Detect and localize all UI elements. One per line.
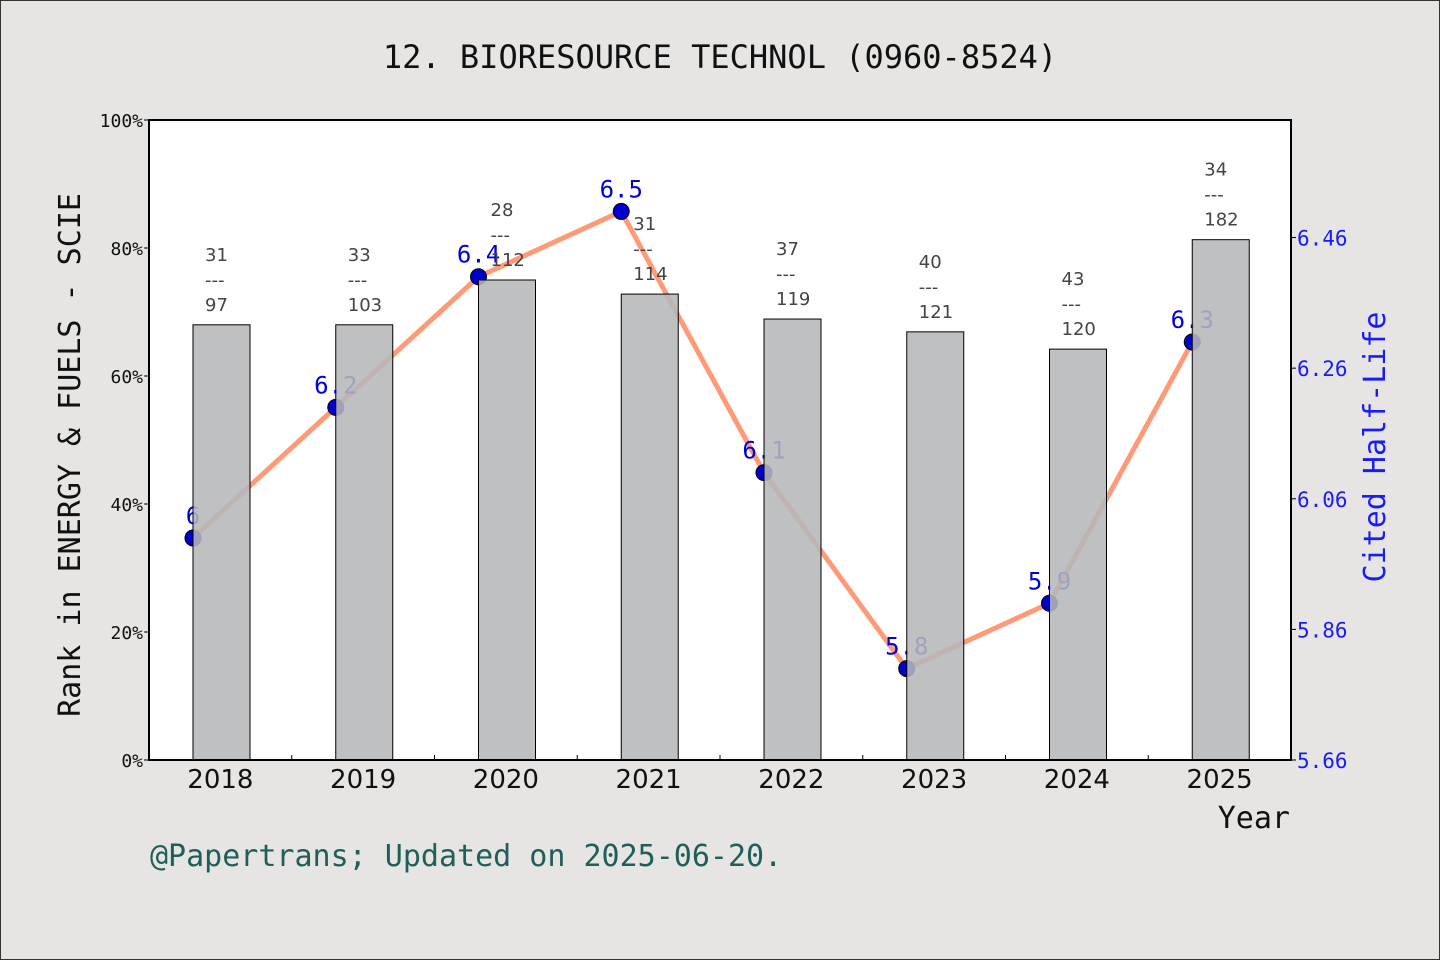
bar-rank-label: 37: [776, 239, 799, 260]
bar: [192, 324, 251, 761]
bar-fraction-divider: ---: [348, 270, 368, 291]
y2-tick-label: 5.86: [1297, 618, 1348, 642]
y-tick-label: 60%: [110, 367, 143, 388]
y-tick-label: 0%: [121, 751, 143, 772]
x-tick-label: 2023: [901, 765, 967, 795]
line-data-label: 6.4: [457, 241, 500, 269]
bar: [335, 324, 394, 761]
bar: [620, 293, 679, 761]
y-tick-label: 40%: [110, 495, 143, 516]
x-tick-label: 2019: [330, 765, 396, 795]
bar-total-label: 114: [633, 264, 667, 285]
bar-fraction-divider: ---: [1204, 185, 1224, 206]
bar: [1049, 348, 1107, 761]
bar-total-label: 119: [776, 289, 810, 310]
y2-tick-label: 6.46: [1297, 227, 1348, 251]
x-tick-label: 2020: [473, 765, 539, 795]
bar-total-label: 120: [1062, 319, 1096, 340]
bar-total-label: 97: [205, 295, 228, 316]
bar-fraction-divider: ---: [776, 264, 796, 285]
bar-rank-label: 34: [1204, 160, 1227, 181]
y-tick-label: 80%: [110, 239, 143, 260]
bar-fraction-divider: ---: [1062, 294, 1082, 315]
x-tick-label: 2025: [1187, 765, 1253, 795]
y-tick-label: 20%: [110, 623, 143, 644]
x-tick-label: 2018: [187, 765, 253, 795]
bar-fraction-divider: ---: [919, 277, 939, 298]
bar-total-label: 103: [348, 295, 382, 316]
line-data-label: 6.5: [600, 175, 643, 203]
bar-fraction-divider: ---: [491, 225, 511, 246]
y2-tick-label: 6.26: [1297, 357, 1348, 381]
plot-area: [149, 120, 1291, 760]
bar-fraction-divider: ---: [205, 270, 225, 291]
bar: [478, 279, 536, 761]
bar-total-label: 121: [919, 302, 953, 323]
x-tick-label: 2022: [758, 765, 824, 795]
bar-rank-label: 40: [919, 252, 942, 273]
bar-rank-label: 28: [491, 200, 514, 221]
line-point: [612, 202, 630, 220]
footer-note: @Papertrans; Updated on 2025-06-20.: [150, 839, 782, 874]
x-axis-label: Year: [1218, 801, 1290, 836]
bar-rank-label: 31: [633, 214, 656, 235]
y-axis-label: Rank in ENERGY & FUELS - SCIE: [53, 193, 88, 717]
chart-title: 12. BIORESOURCE TECHNOL (0960-8524): [383, 38, 1057, 76]
y2-tick-label: 5.66: [1297, 749, 1348, 773]
y2-axis-label: Cited Half-Life: [1358, 312, 1393, 583]
bar-total-label: 112: [491, 250, 525, 271]
y-tick-label: 100%: [100, 111, 144, 132]
bar-fraction-divider: ---: [633, 239, 653, 260]
bar: [906, 331, 965, 761]
bar: [763, 318, 822, 761]
bar-rank-label: 31: [205, 245, 228, 266]
bar-total-label: 182: [1204, 210, 1238, 231]
x-tick-label: 2024: [1044, 765, 1110, 795]
bar-rank-label: 33: [348, 245, 371, 266]
bar: [1191, 239, 1250, 761]
y2-tick-label: 6.06: [1297, 488, 1348, 512]
bar-rank-label: 43: [1062, 269, 1085, 290]
x-tick-label: 2021: [616, 765, 682, 795]
